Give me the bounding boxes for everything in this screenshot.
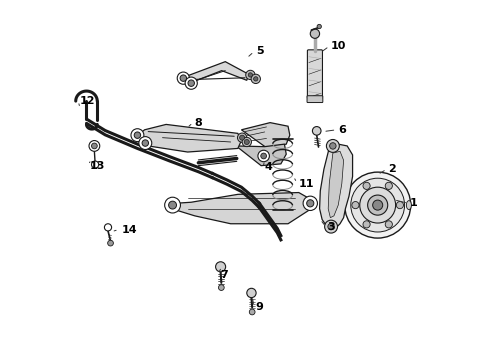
Text: 13: 13 xyxy=(90,161,105,171)
Circle shape xyxy=(169,201,176,209)
Circle shape xyxy=(104,224,112,231)
Circle shape xyxy=(248,73,252,77)
Circle shape xyxy=(313,127,321,135)
Circle shape xyxy=(261,153,267,159)
Circle shape xyxy=(134,132,141,138)
Circle shape xyxy=(238,133,247,142)
Circle shape xyxy=(317,24,321,29)
Circle shape xyxy=(307,200,314,207)
Circle shape xyxy=(92,161,98,168)
Text: 3: 3 xyxy=(327,222,335,231)
Circle shape xyxy=(139,136,152,149)
Text: 10: 10 xyxy=(331,41,346,50)
Circle shape xyxy=(258,150,270,162)
Circle shape xyxy=(188,80,195,86)
Circle shape xyxy=(351,178,405,232)
Polygon shape xyxy=(242,123,290,148)
Text: 11: 11 xyxy=(299,179,314,189)
Circle shape xyxy=(108,240,113,246)
Circle shape xyxy=(324,220,338,233)
Text: 8: 8 xyxy=(195,118,202,128)
Polygon shape xyxy=(328,151,343,218)
Text: 7: 7 xyxy=(220,270,228,280)
Circle shape xyxy=(330,143,336,149)
Circle shape xyxy=(242,137,251,147)
Text: 5: 5 xyxy=(256,46,264,56)
Circle shape xyxy=(142,140,148,146)
Circle shape xyxy=(251,74,260,84)
Polygon shape xyxy=(236,144,286,166)
Text: 2: 2 xyxy=(389,164,396,174)
Circle shape xyxy=(245,139,249,144)
Polygon shape xyxy=(172,193,311,224)
Circle shape xyxy=(180,75,187,81)
Circle shape xyxy=(245,70,255,80)
Circle shape xyxy=(373,200,383,210)
Circle shape xyxy=(247,288,256,298)
Circle shape xyxy=(310,29,319,39)
Circle shape xyxy=(385,221,392,228)
Circle shape xyxy=(344,172,411,238)
Circle shape xyxy=(326,139,339,152)
Circle shape xyxy=(177,72,190,84)
Circle shape xyxy=(360,187,395,223)
Text: 9: 9 xyxy=(256,302,264,312)
Circle shape xyxy=(249,309,255,315)
Circle shape xyxy=(216,262,225,272)
Circle shape xyxy=(363,221,370,228)
Text: 12: 12 xyxy=(80,96,96,106)
Circle shape xyxy=(240,135,245,140)
Circle shape xyxy=(165,197,180,213)
Circle shape xyxy=(352,202,359,209)
Polygon shape xyxy=(319,144,353,227)
Circle shape xyxy=(363,182,370,189)
Circle shape xyxy=(396,202,403,209)
Circle shape xyxy=(219,285,224,291)
Ellipse shape xyxy=(406,201,412,210)
Circle shape xyxy=(89,140,100,151)
Circle shape xyxy=(368,195,388,215)
FancyBboxPatch shape xyxy=(307,50,322,99)
FancyBboxPatch shape xyxy=(307,96,323,103)
Text: 6: 6 xyxy=(338,125,346,135)
Polygon shape xyxy=(136,125,242,152)
Circle shape xyxy=(131,129,144,141)
Polygon shape xyxy=(182,62,248,84)
Text: 1: 1 xyxy=(410,198,417,208)
Circle shape xyxy=(185,77,197,89)
Circle shape xyxy=(328,224,334,230)
Circle shape xyxy=(385,182,392,189)
Circle shape xyxy=(92,143,97,149)
Text: 14: 14 xyxy=(122,225,137,235)
Text: 4: 4 xyxy=(265,162,272,172)
Circle shape xyxy=(303,196,318,211)
Circle shape xyxy=(254,77,258,81)
